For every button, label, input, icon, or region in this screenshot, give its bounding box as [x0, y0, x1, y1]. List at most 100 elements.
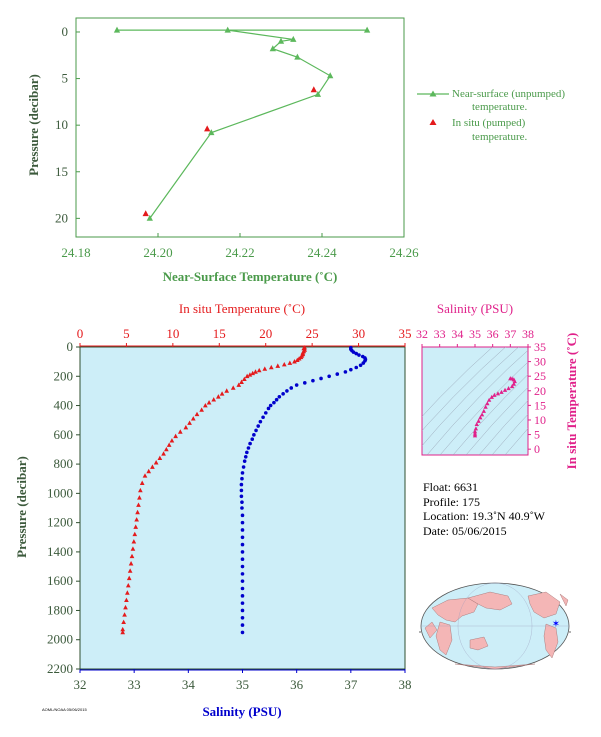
map-land-australia: [469, 636, 489, 651]
ts-x-tick-label-3: 35: [469, 327, 481, 341]
legend: Near-surface (unpumped) temperature. In …: [417, 88, 565, 143]
y-tick-label-4: 20: [55, 210, 68, 225]
ts-point-11: [486, 397, 492, 402]
ts-x-label: Salinity (PSU): [437, 301, 513, 316]
temperature-point-9: [294, 357, 300, 362]
salinity-point-16: [327, 374, 331, 379]
ts-y-label: In situ Temperature (˚C): [564, 333, 579, 470]
ts-x-tick-label-0: 32: [416, 327, 428, 341]
temperature-point-61: [125, 582, 131, 588]
temperature-point-25: [224, 388, 230, 393]
temperature-point-33: [190, 416, 196, 421]
temperature-point-45: [146, 468, 152, 474]
salinity-point-47: [240, 500, 244, 504]
point-0-5: [269, 45, 276, 52]
ts-point-9: [483, 404, 488, 409]
temperature-point-14: [268, 364, 274, 370]
point-0-2: [224, 26, 231, 33]
salinity-point-3: [351, 350, 356, 354]
salinity-point-14: [343, 370, 348, 374]
y-tick-label-1: 5: [62, 71, 69, 86]
salinity-point-65: [240, 630, 245, 635]
salinity-point-44: [239, 482, 244, 487]
salinity-point-56: [240, 564, 245, 569]
temperature-point-67: [120, 626, 126, 632]
temperature-point-54: [132, 531, 138, 537]
temperature-point-53: [133, 524, 139, 529]
ts-x-tick-label-2: 34: [451, 327, 463, 341]
point-0-10: [146, 214, 153, 221]
ts-point-16: [502, 387, 508, 392]
temperature-point-15: [262, 366, 268, 371]
salinity-point-49: [240, 513, 245, 518]
salinity-point-26: [272, 400, 276, 405]
point-0-8: [314, 90, 322, 97]
salinity-point-22: [285, 389, 289, 393]
world-map: ✶: [419, 582, 571, 670]
profile-top-axis-label: In situ Temperature (˚C): [179, 301, 305, 316]
salinity-point-18: [311, 378, 315, 383]
near-surface-plot-frame: [75, 17, 405, 238]
temperature-point-40: [164, 446, 169, 452]
temperature-point-13: [275, 363, 281, 368]
top-tick-label-6: 30: [352, 326, 365, 341]
map-land-greenland: [559, 593, 569, 607]
temperature-point-63: [124, 597, 129, 603]
salinity-point-48: [240, 506, 244, 510]
map-grid: [421, 582, 569, 670]
ts-x-tick-label-6: 38: [522, 327, 534, 341]
temperature-point-64: [123, 604, 128, 610]
temperature-point-29: [206, 400, 212, 405]
temperature-point-62: [125, 590, 130, 595]
temperature-point-19: [247, 372, 253, 377]
salinity-point-5: [357, 353, 361, 357]
float-info: Float: 6631 Profile: 175 Location: 19.3˚…: [423, 480, 545, 538]
point-1-0: [310, 86, 317, 93]
salinity-point-40: [242, 459, 247, 463]
temperature-point-58: [128, 561, 134, 566]
temperature-point-23: [236, 382, 242, 387]
point-0-6: [294, 53, 301, 60]
temperature-point-12: [281, 361, 287, 367]
temperature-point-36: [177, 429, 183, 434]
x-tick-label-2: 24.22: [225, 245, 254, 260]
near-surface-series: [113, 26, 371, 221]
temperature-point-38: [169, 438, 175, 443]
temperature-point-42: [157, 455, 163, 461]
ts-point-10: [485, 401, 490, 406]
point-0-3: [290, 35, 297, 42]
temperature-point-60: [126, 575, 132, 581]
bottom-tick-label-3: 35: [236, 677, 249, 692]
salinity-point-32: [256, 424, 261, 428]
salinity-point-12: [354, 365, 359, 370]
y-tick-label-7: 1400: [47, 544, 73, 559]
salinity-point-19: [302, 381, 307, 385]
salinity-point-34: [252, 433, 256, 437]
y-tick-label-9: 1800: [47, 602, 73, 617]
point-0-1: [363, 26, 371, 33]
temperature-point-20: [244, 373, 250, 379]
density-contour-9: [504, 427, 528, 455]
salinity-point-25: [274, 397, 279, 402]
salinity-point-37: [246, 446, 251, 450]
y-tick-label-5: 1000: [47, 485, 73, 500]
salinity-point-62: [240, 608, 245, 613]
ts-point-4: [474, 421, 479, 427]
ts-point-3: [473, 426, 479, 431]
temperature-point-11: [287, 360, 293, 365]
bottom-tick-label-5: 37: [344, 677, 358, 692]
legend-triangle-in-situ: [429, 119, 437, 125]
map-land: [424, 591, 569, 670]
top-tick-label-3: 15: [213, 326, 226, 341]
salinity-point-10: [361, 361, 366, 365]
density-contour-0: [422, 347, 493, 417]
temperature-point-27: [216, 394, 221, 399]
salinity-point-43: [240, 476, 244, 481]
temperature-point-24: [230, 385, 236, 390]
temperature-point-17: [253, 369, 258, 374]
bottom-tick-label-2: 34: [182, 677, 196, 692]
date: Date: 05/06/2015: [423, 523, 507, 538]
salinity-point-21: [289, 386, 294, 390]
salinity-point-58: [240, 579, 245, 583]
